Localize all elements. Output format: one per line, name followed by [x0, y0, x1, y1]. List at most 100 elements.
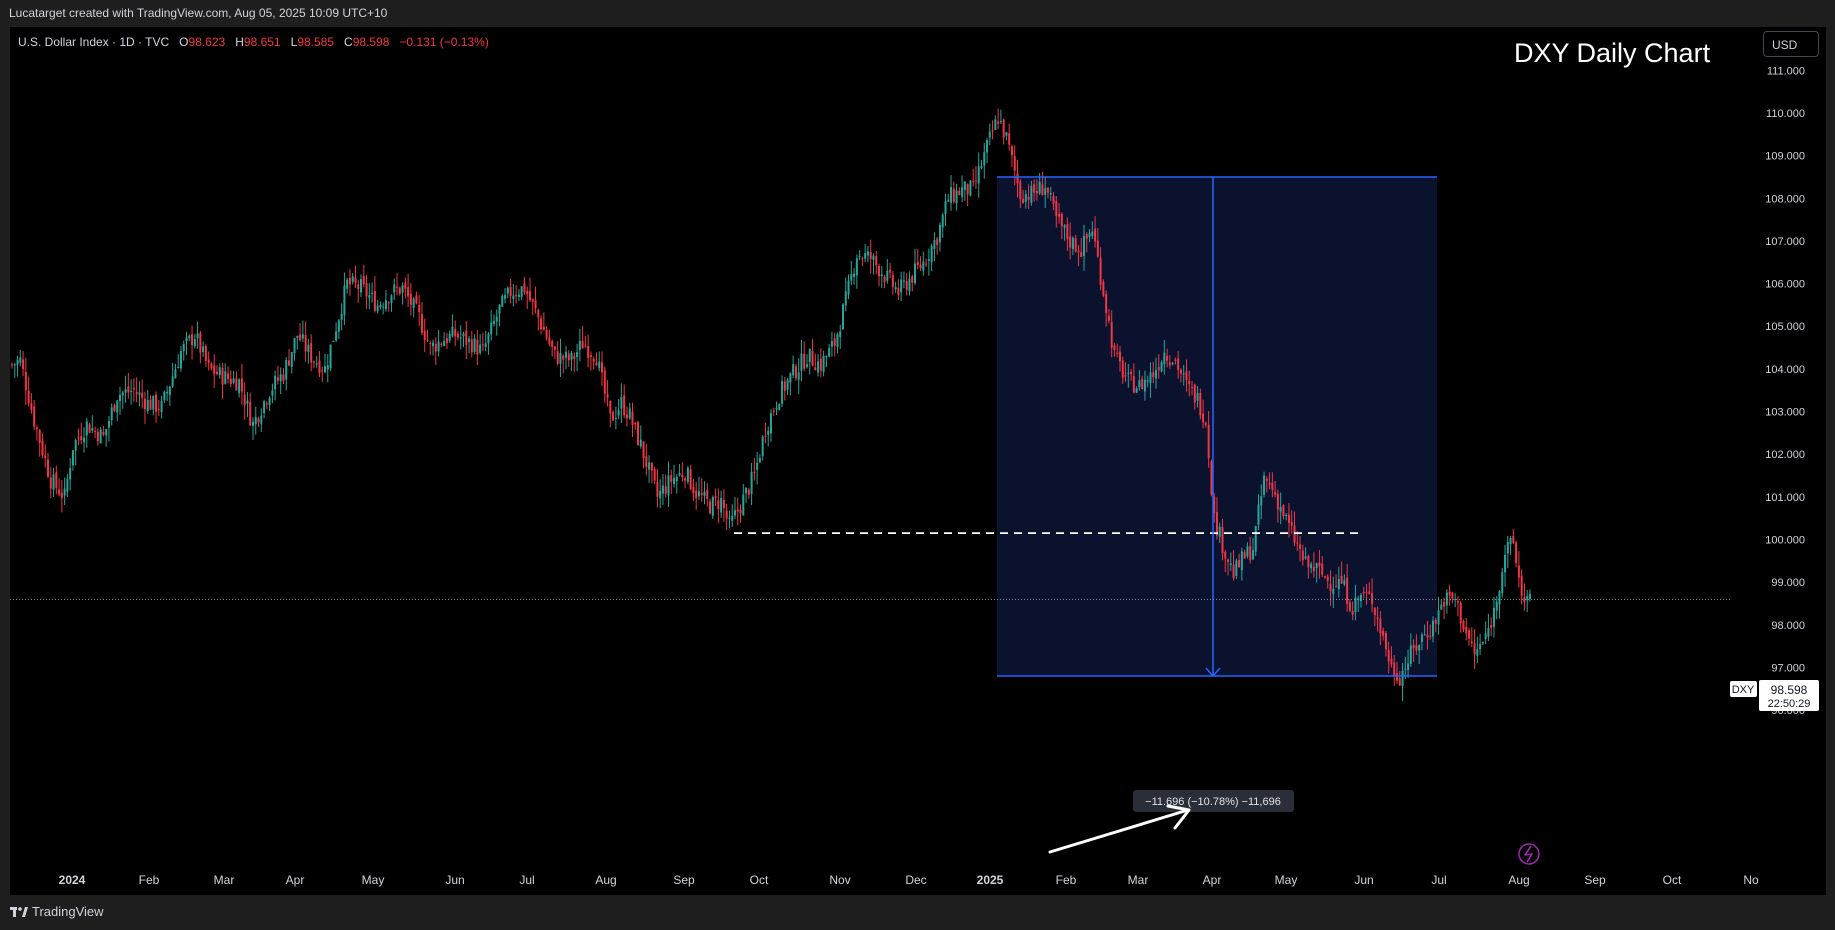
candle — [177, 354, 180, 369]
attribution-text: Lucatarget created with TradingView.com,… — [9, 6, 388, 20]
candle — [1312, 552, 1315, 578]
y-tick-label: 100.000 — [1765, 535, 1805, 547]
candle — [1141, 375, 1144, 390]
candle — [803, 341, 806, 372]
candle — [659, 479, 662, 509]
x-tick-label: Jul — [519, 873, 534, 887]
candle — [1287, 503, 1290, 538]
candle — [1290, 510, 1293, 534]
candle — [520, 286, 523, 301]
measure-range-box[interactable] — [997, 176, 1437, 677]
candle — [875, 250, 878, 275]
candle — [121, 390, 124, 409]
candle — [1232, 550, 1235, 581]
candle — [299, 323, 302, 342]
candle — [143, 391, 146, 424]
candle — [1168, 355, 1171, 369]
y-tick-label: 109.000 — [1765, 151, 1805, 163]
candle — [138, 381, 141, 407]
currency-button[interactable]: USD — [1763, 31, 1819, 57]
candle — [77, 428, 80, 445]
candle — [922, 251, 925, 276]
price-tag: DXY 98.598 22:50:29 — [1730, 680, 1819, 711]
candle — [1074, 234, 1077, 253]
candle — [711, 495, 714, 519]
high-label: H — [235, 35, 244, 49]
candle — [1423, 624, 1426, 636]
symbol-legend[interactable]: U.S. Dollar Index · 1D · TVC O98.623 H98… — [18, 35, 489, 49]
candle — [828, 343, 831, 358]
lightning-icon[interactable] — [1518, 843, 1540, 865]
candle — [839, 324, 842, 349]
candle — [1418, 644, 1421, 665]
candle — [340, 303, 343, 331]
candle — [656, 468, 659, 508]
candle — [778, 403, 781, 411]
time-axis[interactable]: 2024 Feb Mar Apr May Jun Jul Aug Sep Oct Nov Dec 202… — [59, 873, 1759, 887]
price-axis[interactable]: 111.000 110.000 109.000 108.000 107.000 106.0… — [1765, 65, 1805, 717]
measure-label: −11.696 (−10.78%) −11,696 — [1133, 790, 1294, 812]
candle — [315, 355, 318, 368]
tradingview-brand[interactable]: TradingView — [10, 904, 104, 919]
candle — [1515, 540, 1518, 568]
candle — [769, 409, 772, 442]
candle — [412, 297, 415, 318]
candle — [670, 469, 673, 495]
candle — [861, 256, 864, 266]
candle — [1407, 649, 1410, 678]
candle — [567, 350, 570, 367]
candle — [440, 342, 443, 348]
candle — [675, 474, 678, 494]
candle — [692, 479, 695, 501]
y-tick-label: 103.000 — [1765, 407, 1805, 419]
candle — [246, 392, 249, 418]
hand-drawn-arrow-icon[interactable] — [1048, 804, 1191, 854]
candle — [1276, 489, 1279, 523]
chart-title: DXY Daily Chart — [1514, 38, 1711, 68]
candle — [85, 417, 88, 448]
candle — [598, 351, 601, 372]
candle — [553, 345, 556, 359]
candle — [490, 310, 493, 341]
candle — [974, 166, 977, 189]
candle — [24, 357, 27, 405]
candle — [1182, 364, 1185, 386]
candle — [83, 427, 86, 453]
candle — [864, 243, 867, 263]
candle — [454, 320, 457, 346]
candle — [1210, 459, 1213, 497]
candle — [215, 365, 218, 376]
candle — [1351, 601, 1354, 621]
x-tick-label: Sep — [1584, 873, 1606, 887]
candle — [279, 367, 282, 395]
candle — [285, 357, 288, 391]
candle — [587, 334, 590, 368]
y-tick-label: 106.000 — [1765, 279, 1805, 291]
candle — [1107, 309, 1110, 324]
candle — [343, 272, 346, 326]
candle — [468, 335, 471, 354]
candle — [185, 331, 188, 356]
chart-area[interactable] — [10, 27, 1826, 895]
candle — [897, 279, 900, 301]
candle — [1274, 481, 1277, 498]
candle — [146, 389, 149, 414]
candle — [955, 183, 958, 211]
candle — [1315, 562, 1318, 583]
candle — [1157, 354, 1160, 379]
candle — [1235, 558, 1238, 579]
candle — [160, 395, 163, 419]
x-tick-label: Aug — [595, 873, 616, 887]
candle — [972, 168, 975, 187]
candle — [844, 277, 847, 312]
low-value: 98.585 — [297, 35, 335, 49]
measure-label-text: −11.696 (−10.78%) −11,696 — [1145, 796, 1281, 808]
candle — [487, 332, 490, 355]
candle — [595, 352, 598, 366]
candle — [747, 487, 750, 499]
candle — [1440, 599, 1443, 611]
x-tick-label: May — [362, 873, 385, 887]
candle — [60, 480, 63, 513]
candle — [869, 239, 872, 274]
